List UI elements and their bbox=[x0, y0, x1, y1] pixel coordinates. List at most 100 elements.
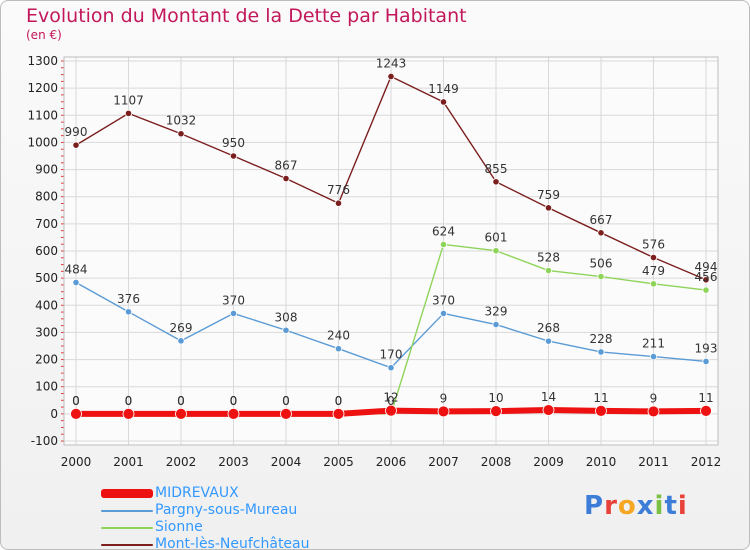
data-label-pargny-sous-mureau: 240 bbox=[327, 329, 350, 343]
data-point-midrevaux bbox=[647, 405, 660, 418]
data-label-sionne: 0 bbox=[230, 394, 238, 408]
data-label-sionne: 0 bbox=[387, 394, 395, 408]
y-tick-label: 1000 bbox=[27, 135, 58, 149]
y-tick-label: 500 bbox=[35, 271, 58, 285]
data-point-mont-les-neufchateau bbox=[492, 178, 500, 186]
data-label-mont-les-neufchateau: 855 bbox=[485, 162, 508, 176]
data-label-pargny-sous-mureau: 269 bbox=[170, 321, 193, 335]
data-label-pargny-sous-mureau: 370 bbox=[222, 293, 245, 307]
data-label-sionne: 0 bbox=[282, 394, 290, 408]
data-label-midrevaux: 0 bbox=[72, 394, 80, 408]
legend-swatch bbox=[101, 489, 153, 498]
y-tick-label: 100 bbox=[35, 380, 58, 394]
data-point-pargny-sous-mureau bbox=[229, 309, 238, 318]
x-tick-label: 2009 bbox=[533, 455, 564, 469]
data-point-midrevaux bbox=[175, 407, 187, 420]
legend-label: MIDREVAUX bbox=[155, 485, 239, 501]
x-tick-label: 2010 bbox=[586, 455, 617, 469]
data-point-mont-les-neufchateau bbox=[282, 174, 290, 183]
data-label-midrevaux: 9 bbox=[440, 391, 448, 405]
y-tick-label: 400 bbox=[35, 298, 58, 312]
data-point-mont-les-neufchateau bbox=[124, 109, 133, 117]
data-point-mont-les-neufchateau bbox=[544, 204, 553, 212]
data-point-midrevaux bbox=[70, 407, 82, 420]
legend-swatch bbox=[101, 526, 153, 529]
chart-subtitle: (en €) bbox=[26, 28, 62, 42]
data-label-mont-les-neufchateau: 759 bbox=[537, 188, 560, 202]
data-label-pargny-sous-mureau: 376 bbox=[117, 292, 140, 306]
data-label-sionne: 601 bbox=[485, 231, 508, 245]
data-label-midrevaux: 11 bbox=[593, 391, 608, 405]
data-label-pargny-sous-mureau: 211 bbox=[642, 337, 665, 351]
data-point-pargny-sous-mureau bbox=[124, 308, 133, 316]
data-point-sionne bbox=[649, 280, 658, 288]
x-tick-label: 2003 bbox=[218, 455, 249, 469]
data-point-pargny-sous-mureau bbox=[439, 309, 448, 318]
x-tick-label: 2002 bbox=[166, 455, 197, 469]
data-label-pargny-sous-mureau: 308 bbox=[275, 310, 298, 324]
data-point-pargny-sous-mureau bbox=[544, 337, 553, 345]
legend-item-sionne: Sionne bbox=[101, 519, 310, 536]
x-tick-label: 2008 bbox=[481, 455, 512, 469]
data-label-mont-les-neufchateau: 494 bbox=[695, 260, 718, 274]
data-label-mont-les-neufchateau: 1032 bbox=[166, 114, 197, 128]
data-point-mont-les-neufchateau bbox=[649, 253, 658, 262]
data-label-mont-les-neufchateau: 867 bbox=[275, 159, 298, 173]
data-label-sionne: 528 bbox=[537, 251, 560, 265]
data-label-sionne: 506 bbox=[590, 257, 613, 271]
data-label-mont-les-neufchateau: 1107 bbox=[113, 93, 144, 107]
data-point-pargny-sous-mureau bbox=[177, 337, 185, 345]
data-point-midrevaux bbox=[122, 407, 135, 420]
data-label-midrevaux: 0 bbox=[177, 394, 185, 408]
x-tick-label: 2007 bbox=[428, 455, 459, 469]
data-label-midrevaux: 14 bbox=[541, 390, 556, 404]
y-tick-label: 0 bbox=[50, 407, 58, 421]
data-label-pargny-sous-mureau: 228 bbox=[590, 332, 613, 346]
data-label-pargny-sous-mureau: 329 bbox=[485, 305, 508, 319]
data-label-midrevaux: 9 bbox=[650, 391, 658, 405]
proxiti-logo: Proxiti bbox=[584, 491, 688, 521]
data-point-midrevaux bbox=[490, 405, 502, 418]
x-tick-label: 2001 bbox=[113, 455, 144, 469]
data-label-sionne: 479 bbox=[642, 264, 665, 278]
data-point-mont-les-neufchateau bbox=[177, 130, 185, 138]
data-label-pargny-sous-mureau: 484 bbox=[65, 262, 88, 276]
data-label-mont-les-neufchateau: 950 bbox=[222, 136, 245, 150]
x-tick-label: 2012 bbox=[691, 455, 722, 469]
data-label-midrevaux: 11 bbox=[698, 391, 713, 405]
legend-label: Pargny-sous-Mureau bbox=[155, 502, 298, 518]
data-label-midrevaux: 0 bbox=[282, 394, 290, 408]
y-tick-label: 200 bbox=[35, 353, 58, 367]
data-point-midrevaux bbox=[227, 407, 240, 420]
chart-title: Evolution du Montant de la Dette par Hab… bbox=[26, 5, 467, 27]
y-tick-label: 700 bbox=[35, 217, 58, 231]
data-point-pargny-sous-mureau bbox=[282, 326, 290, 334]
data-point-midrevaux bbox=[595, 404, 607, 417]
x-tick-label: 2005 bbox=[323, 455, 354, 469]
data-point-pargny-sous-mureau bbox=[72, 278, 80, 287]
data-label-pargny-sous-mureau: 170 bbox=[380, 348, 403, 362]
data-label-sionne: 456 bbox=[695, 270, 718, 284]
data-point-midrevaux bbox=[280, 407, 292, 420]
data-label-mont-les-neufchateau: 667 bbox=[590, 213, 613, 227]
legend-label: Sionne bbox=[155, 519, 203, 535]
legend-swatch bbox=[101, 543, 153, 546]
y-tick-label: 1200 bbox=[27, 81, 58, 95]
y-tick-label: 800 bbox=[35, 190, 58, 204]
data-point-midrevaux bbox=[437, 405, 450, 418]
legend-item-pargny-sous-mureau: Pargny-sous-Mureau bbox=[101, 502, 310, 519]
legend-swatch bbox=[101, 509, 153, 512]
data-label-sionne: 0 bbox=[125, 394, 133, 408]
data-point-sionne bbox=[439, 240, 448, 249]
data-label-sionne: 0 bbox=[72, 394, 80, 408]
data-point-midrevaux bbox=[700, 404, 712, 417]
data-point-mont-les-neufchateau bbox=[334, 199, 343, 207]
data-label-midrevaux: 10 bbox=[488, 391, 503, 405]
data-point-pargny-sous-mureau bbox=[334, 345, 343, 353]
data-point-midrevaux bbox=[385, 404, 397, 417]
data-point-mont-les-neufchateau bbox=[229, 152, 238, 160]
x-tick-label: 2000 bbox=[61, 455, 92, 469]
data-point-mont-les-neufchateau bbox=[702, 276, 710, 284]
